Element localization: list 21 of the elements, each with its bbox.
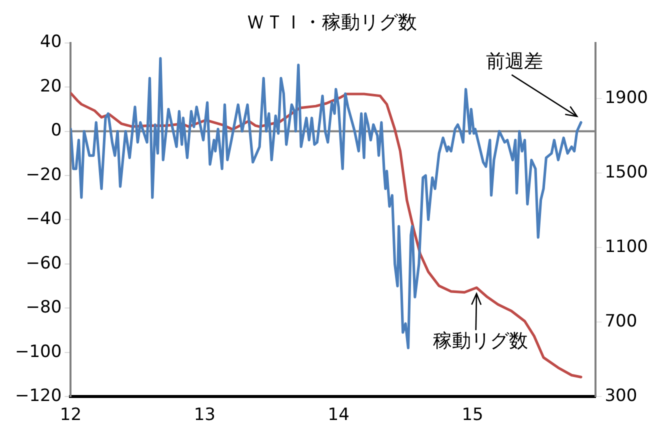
y-tick-label: −80 [26,298,62,318]
y2-tick-label: 1900 [604,88,648,108]
y-tick-label: 20 [40,76,62,96]
y-tick-label: 40 [40,32,62,52]
y2-tick-label: 1500 [604,162,648,183]
y-tick-label: −120 [14,386,62,406]
y2-tick-label: 700 [604,312,638,332]
series-label: 前週差 [486,50,544,73]
y-tick-label: −60 [26,253,62,274]
series-label: 稼動リグ数 [433,330,528,352]
y-tick-label: −100 [14,342,62,362]
y-tick-label: −40 [26,209,62,230]
y2-tick-label: 300 [604,386,638,406]
x-tick-label: 13 [194,405,216,426]
chart-title: ＷＴＩ・稼動リグ数 [246,11,417,34]
x-tick-label: 15 [462,405,484,426]
y-tick-label: −20 [26,164,62,185]
y-tick-label: 0 [50,120,62,141]
x-tick-label: 12 [60,405,82,426]
y2-tick-label: 1100 [604,237,648,258]
x-tick-label: 14 [328,405,350,426]
